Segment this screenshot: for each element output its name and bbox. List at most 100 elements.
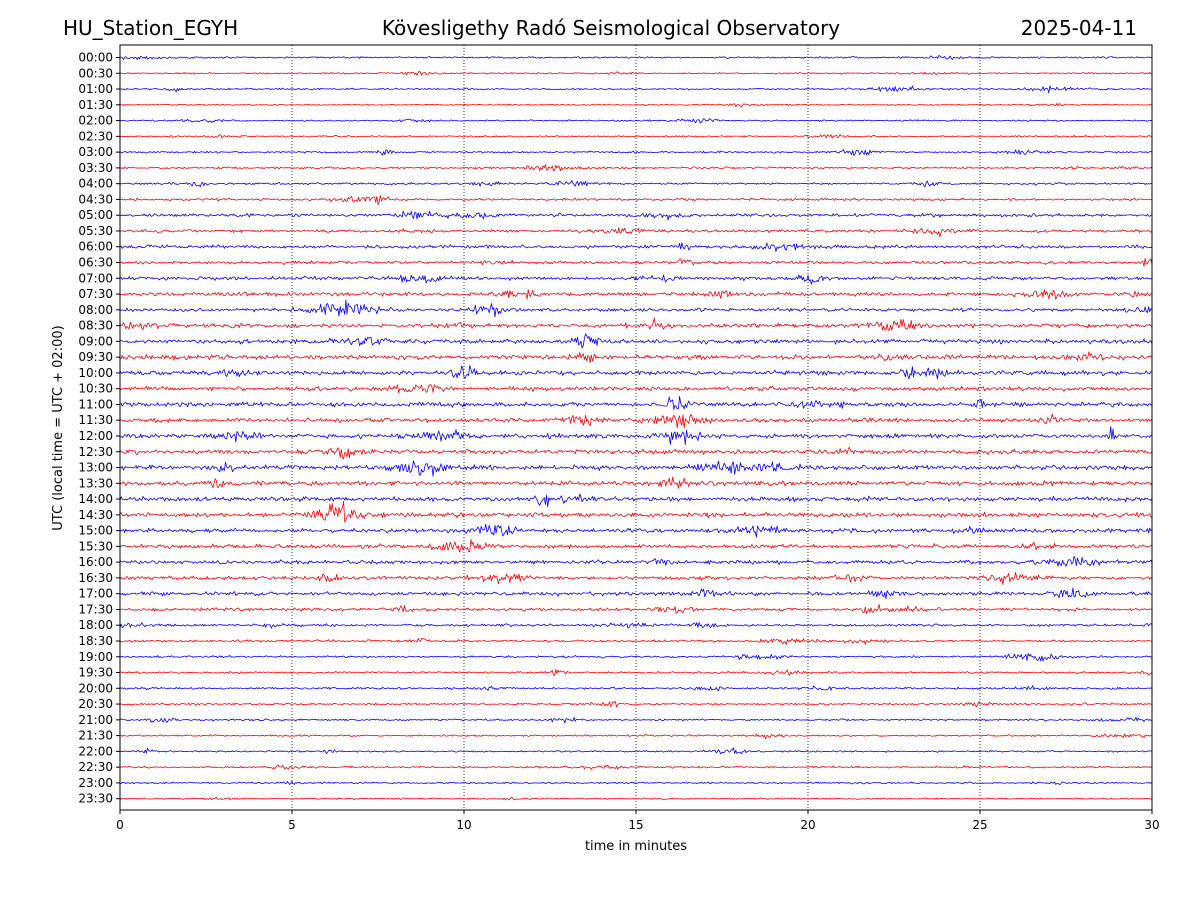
trace-0200 bbox=[119, 118, 1153, 124]
date-title: 2025-04-11 bbox=[1021, 16, 1137, 40]
y-tick-label: 22:00 bbox=[78, 744, 113, 758]
trace-1400 bbox=[119, 493, 1153, 508]
y-tick-label: 10:00 bbox=[78, 366, 113, 380]
y-tick-label: 14:00 bbox=[78, 492, 113, 506]
trace-1730 bbox=[119, 603, 1153, 614]
y-tick-label: 01:00 bbox=[78, 82, 113, 96]
y-tick-label: 12:30 bbox=[78, 445, 113, 459]
x-axis-label: time in minutes bbox=[585, 839, 687, 854]
y-tick-label: 11:00 bbox=[78, 397, 113, 411]
y-tick-label: 03:00 bbox=[78, 145, 113, 159]
y-tick-label: 17:30 bbox=[78, 602, 113, 616]
y-tick-label: 13:30 bbox=[78, 476, 113, 490]
y-tick-label: 12:00 bbox=[78, 429, 113, 443]
x-axis-ticks: 0 5 10 15 20 25 30 bbox=[116, 810, 1160, 832]
plot-frame bbox=[119, 44, 1153, 811]
trace-0000 bbox=[119, 55, 1153, 61]
y-tick-label: 06:30 bbox=[78, 256, 113, 270]
y-tick-label: 01:30 bbox=[78, 98, 113, 112]
y-tick-label: 08:00 bbox=[78, 303, 113, 317]
trace-0730 bbox=[119, 289, 1153, 300]
trace-2230 bbox=[119, 764, 1153, 770]
y-tick-label: 13:00 bbox=[78, 461, 113, 475]
y-tick-label: 07:00 bbox=[78, 271, 113, 285]
trace-1300 bbox=[119, 460, 1153, 477]
trace-1030 bbox=[119, 384, 1153, 394]
trace-1930 bbox=[119, 669, 1153, 676]
y-axis-label: UTC (local time = UTC + 02:00) bbox=[51, 325, 66, 530]
trace-0900 bbox=[119, 333, 1153, 349]
trace-0300 bbox=[119, 149, 1153, 156]
trace-2030 bbox=[119, 701, 1153, 708]
chart-title: Kövesligethy Radó Seismological Observat… bbox=[382, 16, 840, 40]
trace-0800 bbox=[119, 299, 1153, 318]
trace-1100 bbox=[119, 395, 1153, 410]
trace-2200 bbox=[119, 747, 1153, 755]
trace-0030 bbox=[119, 70, 1153, 76]
trace-1800 bbox=[119, 622, 1153, 629]
y-tick-label: 23:00 bbox=[78, 776, 113, 790]
x-tick-label: 20 bbox=[800, 818, 815, 832]
y-tick-label: 21:00 bbox=[78, 713, 113, 727]
trace-0930 bbox=[119, 351, 1153, 363]
trace-1230 bbox=[119, 446, 1153, 460]
trace-0700 bbox=[119, 274, 1153, 285]
trace-2100 bbox=[119, 716, 1153, 724]
x-tick-label: 25 bbox=[972, 818, 987, 832]
trace-1900 bbox=[119, 653, 1153, 662]
y-tick-label: 15:30 bbox=[78, 539, 113, 553]
trace-0100 bbox=[119, 85, 1153, 94]
y-tick-label: 18:30 bbox=[78, 634, 113, 648]
y-tick-label: 09:00 bbox=[78, 334, 113, 348]
trace-1700 bbox=[119, 587, 1153, 600]
y-tick-label: 20:00 bbox=[78, 681, 113, 695]
y-tick-label: 10:30 bbox=[78, 382, 113, 396]
y-tick-label: 00:30 bbox=[78, 66, 113, 80]
trace-0600 bbox=[119, 242, 1153, 252]
y-tick-label: 20:30 bbox=[78, 697, 113, 711]
trace-1130 bbox=[119, 413, 1153, 429]
y-tick-label: 15:00 bbox=[78, 524, 113, 538]
trace-1200 bbox=[120, 426, 1153, 446]
trace-0630 bbox=[119, 257, 1153, 267]
y-tick-label: 04:00 bbox=[78, 177, 113, 191]
trace-1630 bbox=[119, 571, 1153, 585]
station-title: HU_Station_EGYH bbox=[63, 16, 238, 40]
trace-0500 bbox=[119, 210, 1153, 221]
y-tick-label: 19:00 bbox=[78, 650, 113, 664]
y-tick-label: 16:00 bbox=[78, 555, 113, 569]
y-tick-label: 19:30 bbox=[78, 666, 113, 680]
trace-2130 bbox=[119, 733, 1153, 740]
trace-1830 bbox=[119, 637, 1153, 646]
x-tick-label: 30 bbox=[1144, 818, 1159, 832]
y-tick-label: 18:00 bbox=[78, 618, 113, 632]
trace-1330 bbox=[119, 476, 1153, 489]
y-tick-label: 21:30 bbox=[78, 729, 113, 743]
y-tick-label: 05:30 bbox=[78, 224, 113, 238]
y-tick-label: 02:30 bbox=[78, 129, 113, 143]
y-tick-label: 07:30 bbox=[78, 287, 113, 301]
x-tick-label: 15 bbox=[628, 818, 643, 832]
y-tick-label: 17:00 bbox=[78, 587, 113, 601]
x-tick-label: 10 bbox=[456, 818, 471, 832]
y-tick-label: 05:00 bbox=[78, 208, 113, 222]
y-tick-label: 22:30 bbox=[78, 760, 113, 774]
y-tick-label: 04:30 bbox=[78, 192, 113, 206]
trace-1000 bbox=[119, 365, 1153, 380]
y-tick-label: 14:30 bbox=[78, 508, 113, 522]
y-tick-label: 02:00 bbox=[78, 114, 113, 128]
trace-1600 bbox=[119, 555, 1153, 567]
y-tick-label: 11:30 bbox=[78, 413, 113, 427]
trace-0330 bbox=[119, 164, 1153, 172]
seismogram-traces bbox=[119, 55, 1153, 801]
trace-0130 bbox=[119, 103, 1153, 108]
trace-0830 bbox=[119, 317, 1153, 331]
trace-2300 bbox=[119, 780, 1153, 785]
trace-2000 bbox=[119, 685, 1153, 692]
y-tick-label: 08:30 bbox=[78, 319, 113, 333]
trace-1430 bbox=[119, 500, 1153, 523]
y-tick-label: 03:30 bbox=[78, 161, 113, 175]
y-tick-label: 06:00 bbox=[78, 240, 113, 254]
trace-0430 bbox=[119, 194, 1153, 205]
x-tick-label: 0 bbox=[116, 818, 124, 832]
